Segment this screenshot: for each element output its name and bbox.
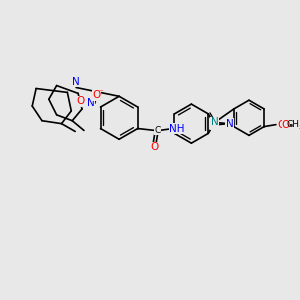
Text: CH: CH <box>287 120 300 129</box>
Text: O: O <box>281 120 290 130</box>
Text: O: O <box>278 120 286 130</box>
Text: 3: 3 <box>298 125 300 130</box>
Text: N: N <box>72 77 80 87</box>
Text: ⁻: ⁻ <box>98 88 103 97</box>
Text: O: O <box>150 142 158 152</box>
Text: N: N <box>226 118 234 129</box>
Text: O: O <box>77 96 85 106</box>
Text: C: C <box>154 126 161 135</box>
Text: N: N <box>211 120 219 130</box>
Text: NH: NH <box>169 124 184 134</box>
Text: N: N <box>211 117 219 127</box>
Text: N: N <box>87 98 94 108</box>
Text: O: O <box>92 90 101 100</box>
